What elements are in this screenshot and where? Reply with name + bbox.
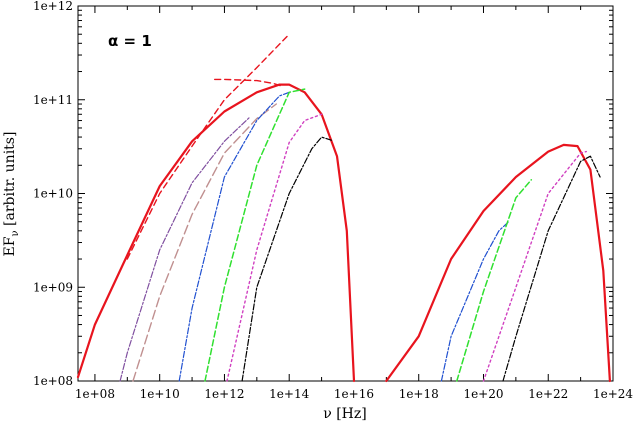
series-line-4	[119, 116, 251, 382]
series-line-13	[482, 150, 587, 382]
x-tick-label: 1e+24	[593, 387, 633, 401]
y-axis-title-sub: ν	[10, 230, 21, 236]
series-line-3	[213, 78, 283, 87]
series-line-7	[204, 88, 306, 382]
y-tick-label: 1e+11	[33, 93, 73, 107]
x-tick-label: 1e+14	[269, 387, 309, 401]
series-line-6	[178, 91, 290, 382]
series-line-2	[126, 33, 290, 260]
x-tick-label: 1e+08	[75, 387, 115, 401]
x-tick-label: 1e+12	[204, 387, 244, 401]
x-tick-label: 1e+20	[463, 387, 503, 401]
y-tick-label: 1e+09	[33, 280, 73, 294]
series-group	[76, 33, 612, 383]
series-line-9	[241, 136, 332, 382]
series-line-5	[132, 103, 277, 382]
y-axis-title-main: EF	[2, 236, 18, 256]
series-line-14	[502, 155, 601, 382]
x-tick-label: 1e+22	[528, 387, 568, 401]
tick-labels: 1e+08 1e+10 1e+12 1e+14 1e+16 1e+18 1e+20 1e+22…	[33, 0, 633, 401]
y-tick-label: 1e+12	[33, 0, 73, 13]
y-tick-label: 1e+10	[33, 187, 73, 201]
y-axis-title-rest: [arbitr. units]	[2, 132, 18, 231]
plot-frame	[77, 5, 614, 382]
x-tick-label: 1e+10	[140, 387, 180, 401]
x-axis-title: ν [Hz]	[323, 406, 366, 422]
axis-ticks	[78, 5, 614, 382]
x-tick-label: 1e+16	[334, 387, 374, 401]
series-line-8	[226, 113, 323, 382]
y-axis-title: EFν [arbitr. units]	[2, 132, 21, 257]
series-line-11	[440, 221, 510, 382]
series-line-12	[456, 179, 533, 382]
alpha-annotation: α = 1	[108, 32, 152, 50]
x-tick-label: 1e+18	[399, 387, 439, 401]
y-tick-label: 1e+08	[33, 374, 73, 388]
series-line-10	[385, 143, 612, 383]
series-line-1	[76, 83, 356, 383]
